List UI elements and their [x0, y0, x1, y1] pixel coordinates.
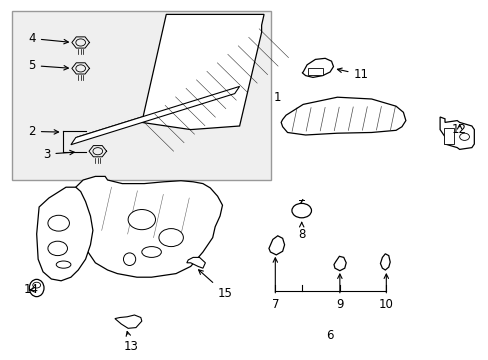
Polygon shape: [71, 86, 239, 145]
Ellipse shape: [123, 253, 136, 265]
Text: 6: 6: [325, 329, 333, 342]
Polygon shape: [380, 254, 389, 270]
Polygon shape: [142, 14, 264, 130]
Text: 15: 15: [198, 270, 232, 300]
Ellipse shape: [56, 261, 71, 268]
Text: 8: 8: [297, 222, 305, 241]
Text: 2: 2: [28, 125, 59, 138]
Polygon shape: [72, 176, 222, 277]
Bar: [443, 128, 453, 144]
Polygon shape: [333, 256, 346, 271]
Polygon shape: [37, 187, 93, 281]
Text: 14: 14: [23, 283, 39, 296]
Text: 7: 7: [271, 258, 279, 311]
Circle shape: [459, 133, 468, 140]
Bar: [307, 68, 322, 75]
Circle shape: [48, 215, 69, 231]
Polygon shape: [186, 257, 205, 268]
Ellipse shape: [29, 279, 44, 297]
Text: 9: 9: [335, 274, 343, 311]
Text: 13: 13: [123, 332, 138, 353]
Ellipse shape: [142, 247, 161, 257]
Text: 3: 3: [43, 148, 74, 161]
Circle shape: [128, 210, 155, 230]
Text: 10: 10: [378, 274, 393, 311]
Circle shape: [159, 229, 183, 247]
Polygon shape: [281, 97, 405, 135]
Text: 11: 11: [337, 68, 368, 81]
Circle shape: [33, 282, 41, 288]
Text: 4: 4: [28, 32, 68, 45]
Polygon shape: [439, 117, 473, 149]
Text: 12: 12: [451, 123, 466, 136]
Bar: [12, 11, 271, 180]
Circle shape: [48, 241, 67, 256]
Text: 5: 5: [28, 59, 68, 72]
Polygon shape: [115, 315, 142, 328]
Circle shape: [291, 203, 311, 218]
Polygon shape: [302, 58, 333, 77]
Polygon shape: [268, 236, 284, 255]
Text: 1: 1: [273, 91, 281, 104]
